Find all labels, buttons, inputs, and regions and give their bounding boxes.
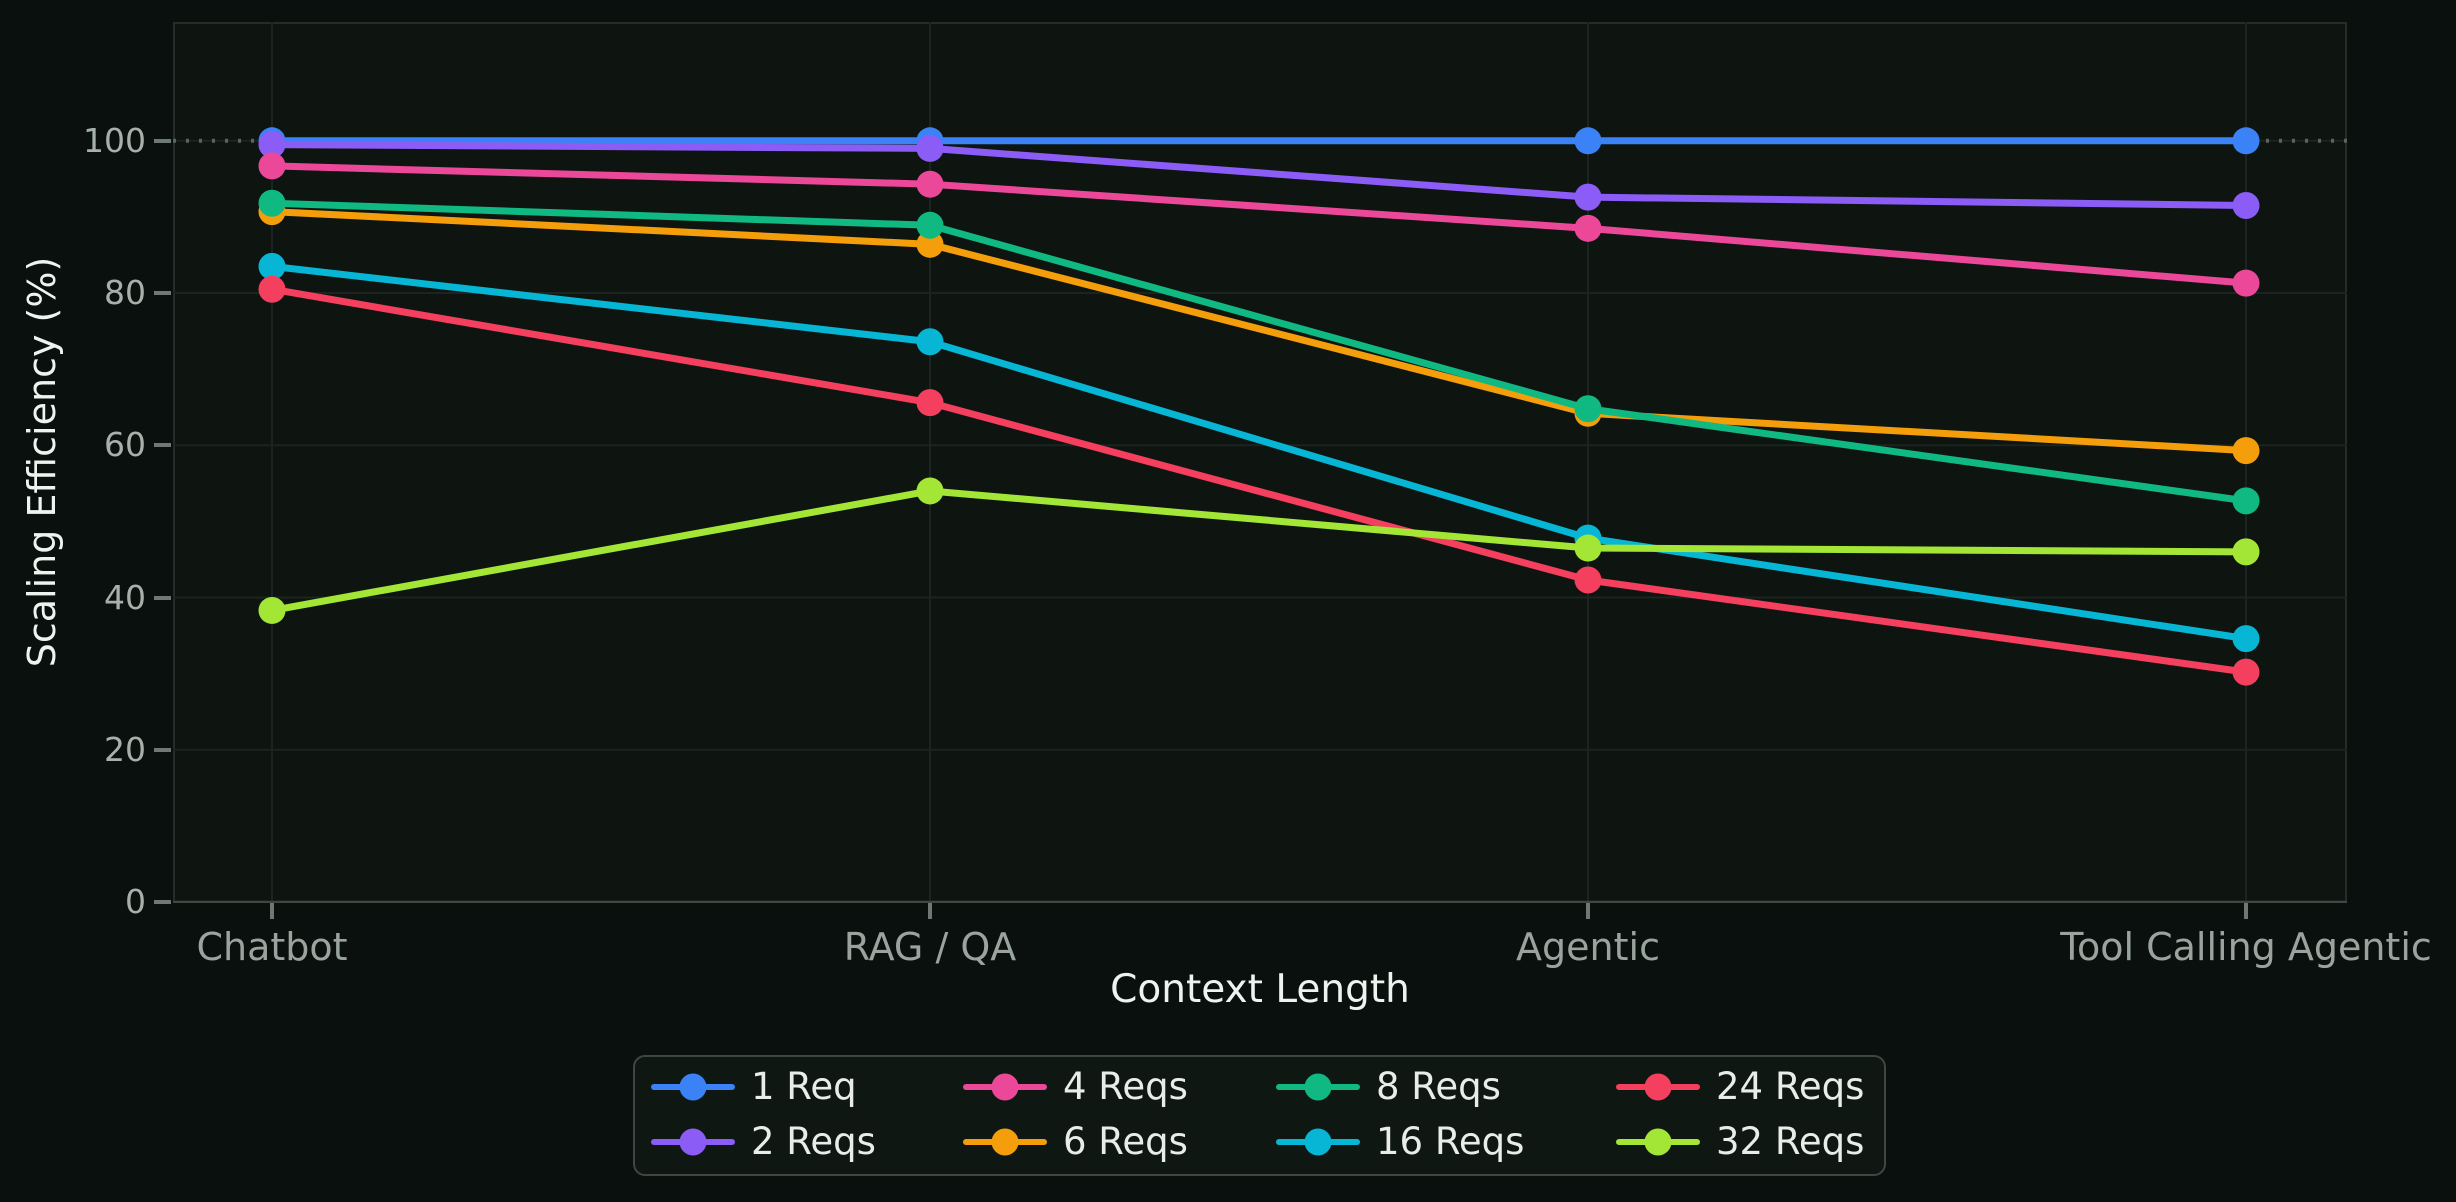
legend-marker-6-reqs bbox=[963, 1128, 1047, 1156]
legend-label-4-reqs: 4 Reqs bbox=[1063, 1065, 1188, 1108]
legend-dot-6-reqs bbox=[991, 1128, 1019, 1156]
data-point-4-reqs-agentic bbox=[1574, 214, 1602, 242]
y-tick-label-60: 60 bbox=[104, 425, 146, 465]
series-line-2-reqs bbox=[268, 141, 2250, 210]
legend-dot-8-reqs bbox=[1304, 1073, 1332, 1101]
legend-marker-24-reqs bbox=[1616, 1073, 1700, 1101]
series-line-6-reqs bbox=[268, 208, 2250, 455]
data-point-8-reqs-chatbot bbox=[258, 189, 286, 217]
x-tick-chatbot bbox=[270, 903, 274, 919]
legend-label-32-reqs: 32 Reqs bbox=[1716, 1120, 1865, 1163]
y-tick-label-100: 100 bbox=[83, 120, 146, 160]
data-point-24-reqs-agentic bbox=[1574, 566, 1602, 594]
data-point-2-reqs-rag-qa bbox=[916, 134, 944, 162]
data-point-2-reqs-agentic bbox=[1574, 183, 1602, 211]
legend-label-2-reqs: 2 Reqs bbox=[751, 1120, 876, 1163]
data-point-6-reqs-tool-calling-agentic bbox=[2232, 437, 2260, 465]
legend-marker-1-req bbox=[651, 1073, 735, 1101]
y-tick-60 bbox=[154, 443, 171, 448]
legend-marker-4-reqs bbox=[963, 1073, 1047, 1101]
y-tick-label-80: 80 bbox=[104, 273, 146, 313]
series-line-4-reqs bbox=[268, 162, 2250, 287]
legend-label-6-reqs: 6 Reqs bbox=[1063, 1120, 1188, 1163]
series-line-32-reqs bbox=[268, 487, 2250, 614]
y-tick-40 bbox=[154, 595, 171, 600]
y-tick-20 bbox=[154, 747, 171, 752]
data-point-4-reqs-chatbot bbox=[258, 152, 286, 180]
x-tick-label-rag-qa: RAG / QA bbox=[843, 925, 1017, 969]
legend-marker-8-reqs bbox=[1276, 1073, 1360, 1101]
data-point-24-reqs-tool-calling-agentic bbox=[2232, 658, 2260, 686]
data-point-4-reqs-tool-calling-agentic bbox=[2232, 269, 2260, 297]
x-tick-tool-calling-agentic bbox=[2244, 903, 2248, 919]
series-line-8-reqs bbox=[268, 199, 2250, 505]
data-point-8-reqs-tool-calling-agentic bbox=[2232, 487, 2260, 515]
plot-background bbox=[173, 22, 2347, 903]
x-tick-label-tool-calling-agentic: Tool Calling Agentic bbox=[2060, 925, 2432, 969]
legend-label-16-reqs: 16 Reqs bbox=[1376, 1120, 1525, 1163]
data-point-8-reqs-rag-qa bbox=[916, 211, 944, 239]
y-tick-0 bbox=[154, 900, 171, 904]
data-point-4-reqs-rag-qa bbox=[916, 170, 944, 198]
data-point-32-reqs-tool-calling-agentic bbox=[2232, 538, 2260, 566]
x-tick-label-chatbot: Chatbot bbox=[196, 925, 348, 969]
legend-dot-2-reqs bbox=[679, 1128, 707, 1156]
series-line-16-reqs bbox=[268, 262, 2250, 643]
data-point-16-reqs-tool-calling-agentic bbox=[2232, 625, 2260, 653]
y-tick-80 bbox=[154, 291, 171, 296]
data-point-1-req-agentic bbox=[1574, 127, 1602, 155]
legend-label-8-reqs: 8 Reqs bbox=[1376, 1065, 1501, 1108]
data-point-6-reqs-rag-qa bbox=[916, 230, 944, 258]
legend-label-24-reqs: 24 Reqs bbox=[1716, 1065, 1865, 1108]
y-tick-label-40: 40 bbox=[104, 577, 146, 617]
legend-label-1-req: 1 Req bbox=[751, 1065, 857, 1108]
legend-dot-32-reqs bbox=[1644, 1128, 1672, 1156]
data-point-32-reqs-agentic bbox=[1574, 534, 1602, 562]
data-point-2-reqs-chatbot bbox=[258, 131, 286, 159]
x-tick-label-agentic: Agentic bbox=[1516, 925, 1660, 969]
legend-dot-16-reqs bbox=[1304, 1128, 1332, 1156]
data-point-24-reqs-chatbot bbox=[258, 275, 286, 303]
legend-dot-1-req bbox=[679, 1073, 707, 1101]
y-tick-label-0: 0 bbox=[125, 882, 146, 921]
legend-marker-32-reqs bbox=[1616, 1128, 1700, 1156]
line-chart-plot-area bbox=[173, 22, 2347, 903]
legend: 1 Req 2 Reqs 4 Reqs 6 Reqs 8 Reqs 16 Reqs 24 R… bbox=[633, 1055, 1886, 1176]
data-point-32-reqs-rag-qa bbox=[916, 477, 944, 505]
x-tick-agentic bbox=[1586, 903, 1590, 919]
legend-marker-16-reqs bbox=[1276, 1128, 1360, 1156]
legend-marker-2-reqs bbox=[651, 1128, 735, 1156]
data-point-16-reqs-chatbot bbox=[258, 252, 286, 280]
x-tick-rag-qa bbox=[928, 903, 932, 919]
legend-dot-24-reqs bbox=[1644, 1073, 1672, 1101]
y-tick-label-20: 20 bbox=[104, 729, 146, 769]
data-point-1-req-tool-calling-agentic bbox=[2232, 127, 2260, 155]
series-line-24-reqs bbox=[268, 285, 2250, 676]
legend-dot-4-reqs bbox=[991, 1073, 1019, 1101]
x-axis-title: Context Length bbox=[1110, 967, 1410, 1012]
data-point-32-reqs-chatbot bbox=[258, 596, 286, 624]
data-point-24-reqs-rag-qa bbox=[916, 389, 944, 417]
data-point-16-reqs-rag-qa bbox=[916, 328, 944, 356]
y-tick-100 bbox=[154, 138, 171, 143]
data-point-8-reqs-agentic bbox=[1574, 395, 1602, 423]
data-point-2-reqs-tool-calling-agentic bbox=[2232, 192, 2260, 220]
